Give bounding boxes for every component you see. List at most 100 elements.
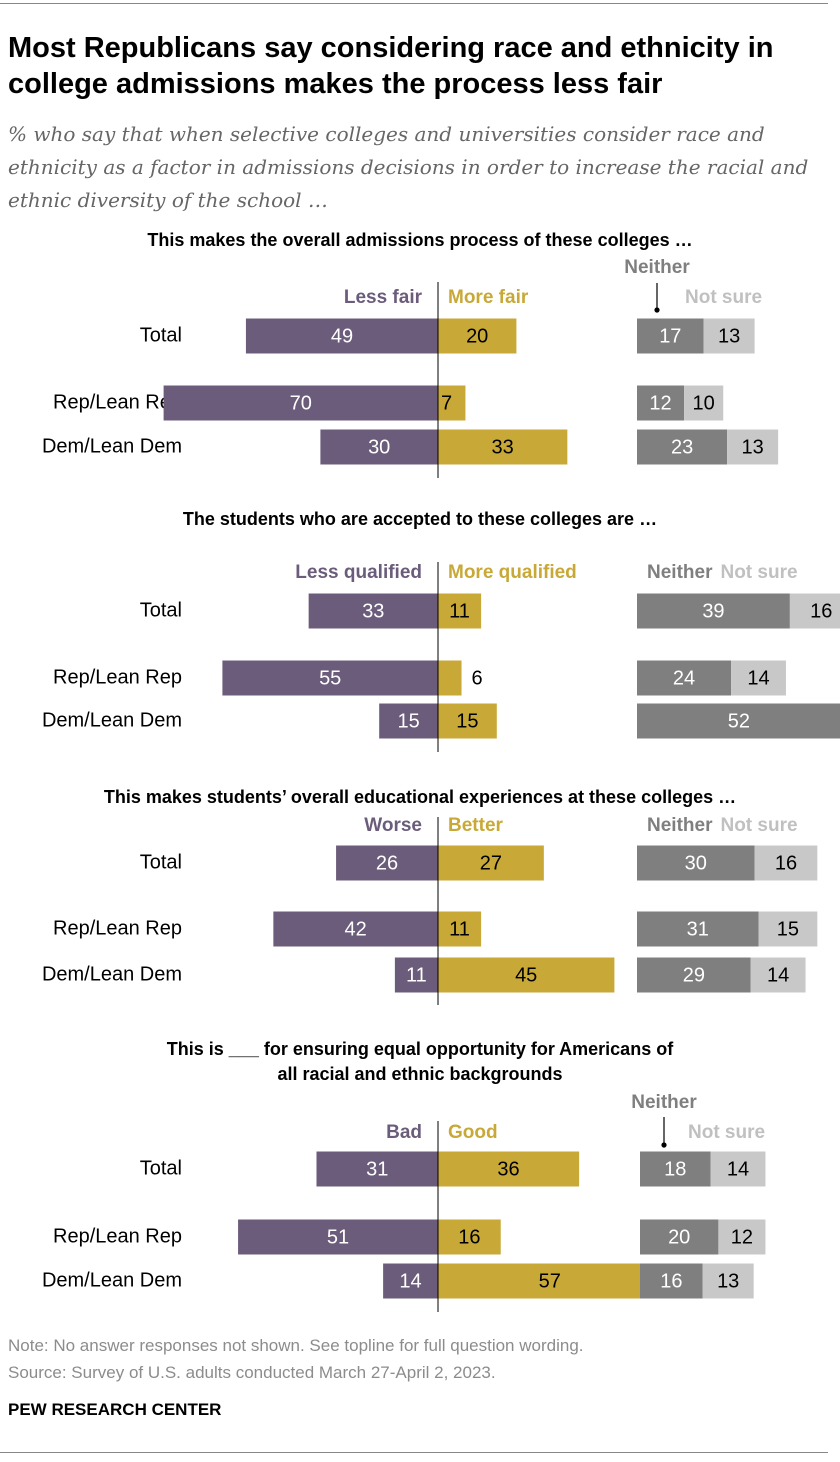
value-label-neither: 29	[683, 964, 705, 986]
panel-title: This makes the overall admissions proces…	[147, 230, 692, 250]
bar-negative	[163, 385, 438, 421]
value-label-not-sure: 14	[767, 964, 789, 986]
legend-not-sure: Not sure	[688, 1122, 765, 1143]
value-label-positive: 16	[458, 1226, 480, 1248]
bar-not-sure	[703, 318, 755, 354]
legend-negative: Less fair	[344, 287, 423, 308]
bar-not-sure	[684, 385, 724, 421]
panel-title: This makes students’ overall educational…	[104, 787, 736, 807]
bar-positive	[438, 660, 462, 696]
value-label-negative: 31	[366, 1158, 388, 1180]
bar-neither	[637, 911, 759, 947]
bar-negative	[245, 318, 438, 354]
legend-positive: Better	[448, 815, 504, 836]
panel-title: all racial and ethnic backgrounds	[277, 1064, 562, 1084]
row-label: Rep/Lean Rep	[53, 1225, 182, 1247]
value-label-negative: 11	[406, 964, 427, 986]
bar-positive	[438, 703, 497, 739]
panel-title: This is ___ for ensuring equal opportuni…	[167, 1039, 674, 1059]
bar-positive	[438, 1263, 662, 1299]
value-label-neither: 30	[685, 852, 707, 874]
callout-dot	[661, 1142, 667, 1148]
bar-positive	[438, 429, 568, 465]
bar-negative	[222, 660, 438, 696]
bar-negative	[336, 845, 438, 881]
value-label-positive: 20	[466, 325, 488, 347]
bar-neither	[640, 1151, 711, 1187]
row-label: Rep/Lean Rep	[53, 917, 182, 939]
value-label-not-sure: 12	[731, 1226, 753, 1248]
legend-not-sure: Not sure	[720, 562, 797, 583]
legend-negative: Worse	[364, 815, 422, 836]
bar-negative	[379, 703, 438, 739]
value-label-not-sure: 13	[742, 436, 764, 458]
value-label-neither: 17	[659, 325, 681, 347]
value-label-neither: 20	[668, 1226, 690, 1248]
bar-neither	[637, 703, 840, 739]
bar-negative	[394, 957, 438, 993]
legend-neither: Neither	[624, 257, 690, 278]
row-label: Total	[140, 1157, 182, 1179]
bar-neither	[640, 1263, 703, 1299]
value-label-positive: 27	[480, 852, 502, 874]
value-label-positive: 15	[456, 710, 478, 732]
bar-not-sure	[750, 957, 806, 993]
bar-positive	[438, 957, 615, 993]
bar-positive	[438, 1219, 501, 1255]
value-label-negative: 15	[397, 710, 419, 732]
bar-positive	[438, 318, 517, 354]
value-label-not-sure: 13	[717, 1270, 739, 1292]
value-label-not-sure: 13	[718, 325, 740, 347]
chart-subtitle: % who say that when selective colleges a…	[8, 122, 809, 212]
value-label-not-sure: 10	[693, 392, 715, 414]
bar-not-sure	[758, 911, 818, 947]
value-label-positive: 57	[539, 1270, 561, 1292]
row-label: Rep/Lean Rep	[53, 391, 182, 413]
bar-neither	[637, 957, 751, 993]
bar-negative	[238, 1219, 438, 1255]
value-label-neither: 23	[671, 436, 693, 458]
bar-not-sure	[727, 429, 779, 465]
bar-neither	[637, 845, 755, 881]
value-label-neither: 52	[728, 710, 750, 732]
bar-neither	[637, 593, 790, 629]
value-label-positive: 11	[449, 918, 470, 940]
legend-neither: Neither	[647, 815, 713, 836]
bar-not-sure	[710, 1151, 766, 1187]
bar-not-sure	[789, 593, 840, 629]
value-label-not-sure: 16	[810, 600, 832, 622]
value-label-negative: 49	[331, 325, 353, 347]
bar-positive	[438, 385, 466, 421]
value-label-not-sure: 14	[727, 1158, 749, 1180]
row-label: Dem/Lean Dem	[42, 435, 182, 457]
bar-negative	[316, 1151, 438, 1187]
legend-neither: Neither	[631, 1092, 697, 1113]
value-label-negative: 30	[368, 436, 390, 458]
value-label-negative: 55	[319, 667, 341, 689]
value-label-negative: 26	[376, 852, 398, 874]
bar-negative	[383, 1263, 438, 1299]
legend-negative: Less qualified	[295, 562, 422, 583]
value-label-neither: 12	[649, 392, 671, 414]
value-label-positive: 7	[441, 392, 452, 414]
bar-not-sure	[731, 660, 786, 696]
row-label: Total	[140, 599, 182, 621]
legend-negative: Bad	[386, 1122, 422, 1143]
bar-positive	[438, 593, 482, 629]
bar-not-sure	[702, 1263, 754, 1299]
chart-title: Most Republicans say considering race an…	[8, 32, 774, 100]
bar-neither	[637, 660, 732, 696]
callout-dot	[654, 307, 660, 313]
row-label: Total	[140, 324, 182, 346]
row-label: Dem/Lean Dem	[42, 709, 182, 731]
value-label-positive: 36	[497, 1158, 519, 1180]
value-label-negative: 14	[399, 1270, 421, 1292]
row-label: Total	[140, 851, 182, 873]
row-label: Dem/Lean Dem	[42, 963, 182, 985]
value-label-positive: 33	[492, 436, 514, 458]
bottom-rule	[0, 1452, 828, 1453]
bar-negative	[320, 429, 438, 465]
legend-not-sure: Not sure	[685, 287, 762, 308]
bar-neither	[637, 385, 685, 421]
value-label-positive: 45	[515, 964, 537, 986]
